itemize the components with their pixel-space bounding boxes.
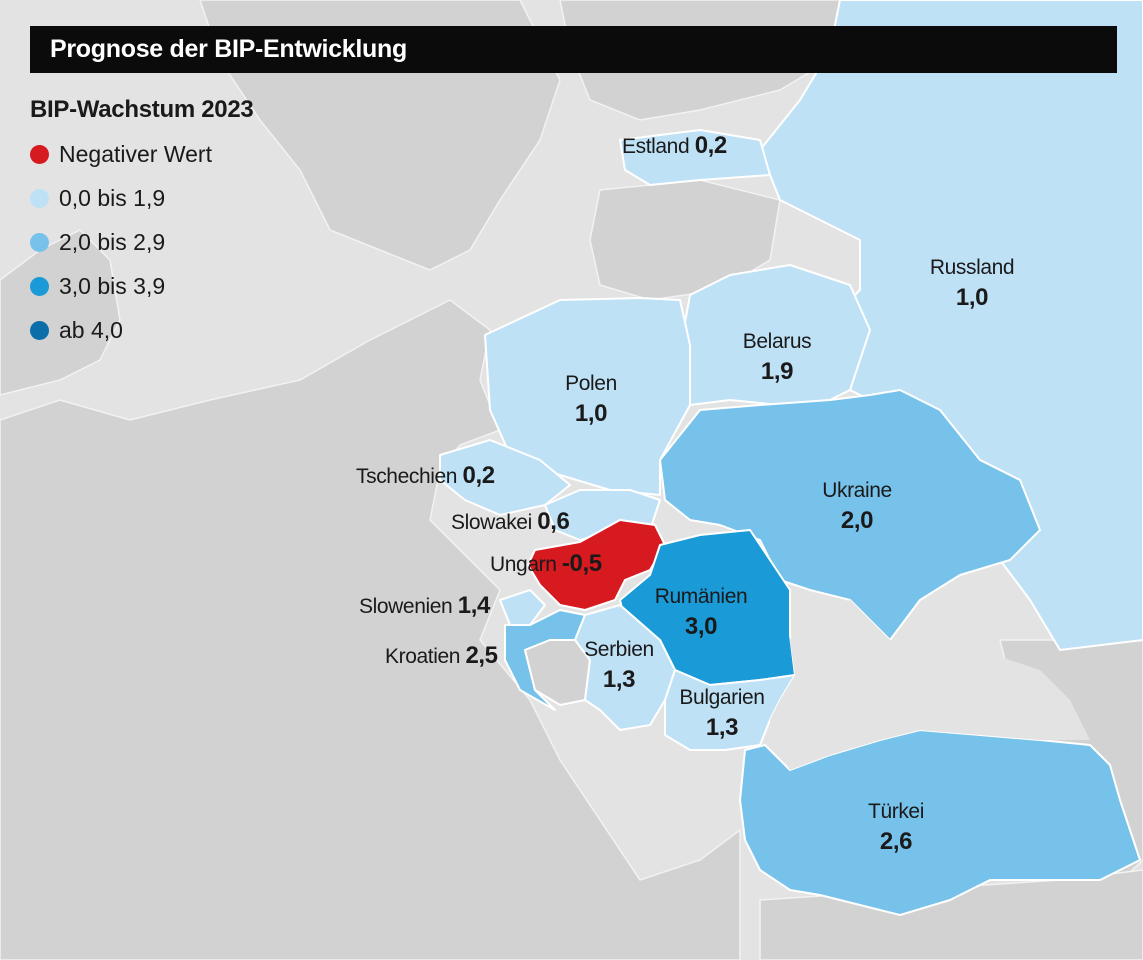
label-tuerkei: Türkei 2,6 <box>868 797 924 857</box>
map-title: Prognose der BIP-Entwicklung <box>30 26 1117 73</box>
label-rumaenien-name: Rumänien <box>654 585 748 608</box>
label-bulgarien: Bulgarien 1,3 <box>679 683 765 743</box>
legend-item-top: ab 4,0 <box>30 308 253 352</box>
label-kroatien: Kroatien 2,5 <box>385 641 498 672</box>
label-belarus-name: Belarus <box>742 330 812 353</box>
label-rumaenien: Rumänien 3,0 <box>655 582 748 642</box>
country-bulgarien <box>664 669 796 751</box>
label-estland-value: 0,2 <box>694 132 728 159</box>
label-polen-name: Polen <box>565 372 617 395</box>
label-polen: Polen 1,0 <box>565 369 617 429</box>
legend-item-high: 3,0 bis 3,9 <box>30 264 253 308</box>
label-polen-value: 1,0 <box>574 400 608 427</box>
label-tschechien-name: Tschechien <box>356 465 458 488</box>
legend-dot-low <box>30 188 49 208</box>
label-slowenien-value: 1,4 <box>457 592 491 619</box>
label-ukraine-name: Ukraine <box>822 479 892 502</box>
label-kroatien-value: 2,5 <box>465 642 498 669</box>
label-slowakei-value: 0,6 <box>537 508 570 535</box>
label-bulgarien-name: Bulgarien <box>679 686 765 709</box>
label-ungarn: Ungarn -0,5 <box>490 549 602 580</box>
label-estland-name: Estland <box>622 135 690 158</box>
country-tuerkei <box>739 729 1141 916</box>
label-slowakei-name: Slowakei <box>451 511 532 534</box>
label-belarus-value: 1,9 <box>760 358 794 385</box>
country-serbien <box>574 604 676 731</box>
legend-item-mid: 2,0 bis 2,9 <box>30 220 253 264</box>
legend-dot-mid <box>30 232 49 252</box>
legend-label-high: 3,0 bis 3,9 <box>59 272 166 299</box>
label-ungarn-name: Ungarn <box>490 553 557 576</box>
label-russland-value: 1,0 <box>955 284 989 311</box>
land-mainland-west <box>0 299 741 960</box>
land-middle-east <box>759 869 1143 960</box>
legend-item-low: 0,0 bis 1,9 <box>30 176 253 220</box>
label-kroatien-name: Kroatien <box>385 645 461 668</box>
legend-dot-negative <box>30 144 49 164</box>
label-russland-name: Russland <box>929 256 1015 279</box>
legend-label-mid: 2,0 bis 2,9 <box>59 228 166 255</box>
label-serbien-value: 1,3 <box>602 666 636 693</box>
label-belarus: Belarus 1,9 <box>742 327 812 387</box>
label-estland: Estland 0,2 <box>622 131 727 162</box>
label-ukraine-value: 2,0 <box>840 507 874 534</box>
label-tschechien-value: 0,2 <box>462 462 496 489</box>
label-tuerkei-value: 2,6 <box>879 828 913 855</box>
legend-title: BIP-Wachstum 2023 <box>30 96 254 123</box>
label-rumaenien-value: 3,0 <box>684 613 718 640</box>
legend-dot-high <box>30 276 49 296</box>
legend-label-top: ab 4,0 <box>59 316 123 343</box>
label-slowakei: Slowakei 0,6 <box>451 507 570 538</box>
legend-dot-top <box>30 320 49 340</box>
legend-item-negative: Negativer Wert <box>30 132 253 176</box>
label-serbien: Serbien 1,3 <box>584 635 654 695</box>
label-ukraine: Ukraine 2,0 <box>822 476 892 536</box>
label-bulgarien-value: 1,3 <box>705 714 739 741</box>
label-ungarn-value: -0,5 <box>561 550 602 577</box>
country-ungarn <box>527 519 666 611</box>
label-russland: Russland 1,0 <box>929 253 1015 313</box>
land-britain <box>0 229 121 396</box>
label-serbien-name: Serbien <box>584 638 654 661</box>
label-slowenien: Slowenien 1,4 <box>359 591 490 622</box>
legend-label-negative: Negativer Wert <box>59 140 212 167</box>
legend-label-low: 0,0 bis 1,9 <box>59 184 166 211</box>
country-estland <box>619 129 771 186</box>
black-sea <box>770 600 1090 770</box>
legend: BIP-Wachstum 2023 Negativer Wert 0,0 bis… <box>30 96 254 352</box>
label-slowenien-name: Slowenien <box>359 595 453 618</box>
label-tuerkei-name: Türkei <box>868 800 924 823</box>
country-slowenien <box>499 589 546 626</box>
label-tschechien: Tschechien 0,2 <box>356 461 495 492</box>
